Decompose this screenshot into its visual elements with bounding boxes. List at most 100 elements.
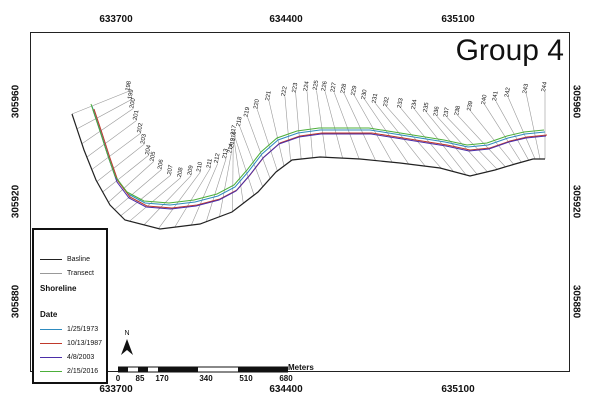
legend-label: 1/25/1973 — [67, 326, 99, 333]
x-tick-top: 633700 — [99, 14, 133, 25]
transect-label: 233 — [397, 97, 405, 109]
transect-line — [414, 109, 467, 176]
transect-line — [495, 101, 529, 161]
transect-label: 224 — [303, 80, 311, 92]
transect-line — [91, 132, 141, 170]
transect-label: 210 — [196, 161, 204, 173]
transect-label: 208 — [177, 166, 185, 178]
x-tick-bottom: 633700 — [99, 384, 133, 395]
transect-label: 244 — [541, 81, 549, 93]
transect-line — [81, 108, 134, 144]
transect-label: 227 — [330, 81, 338, 93]
transect-label: 238 — [454, 105, 462, 117]
shoreline-1 — [91, 105, 546, 206]
x-tick-bottom: 634400 — [269, 384, 303, 395]
x-tick-top: 635100 — [441, 14, 475, 25]
transect-line — [324, 91, 343, 159]
legend-label: 10/13/1987 — [67, 340, 103, 347]
transect-label: 241 — [492, 90, 500, 102]
transect-line — [205, 158, 227, 222]
transect-line — [219, 153, 232, 217]
transect-label: 207 — [167, 164, 175, 176]
transect-line — [470, 110, 514, 165]
transect-label: 204 — [145, 144, 153, 156]
date-swatch — [40, 343, 62, 344]
legend-item-date: 10/13/1987 — [40, 340, 102, 347]
transect-label: 242 — [504, 86, 512, 98]
transect-label: 205 — [150, 150, 158, 162]
transect-label: 211 — [206, 158, 214, 169]
north-arrow: N — [119, 330, 135, 359]
transect-line — [129, 177, 182, 222]
legend-label: 2/15/2016 — [67, 368, 99, 375]
transect-label: 225 — [313, 79, 321, 91]
legend-shoreline-heading: Shoreline — [40, 284, 77, 293]
transect-label: 198 — [125, 80, 133, 92]
transect-label: 202 — [137, 122, 145, 134]
transect-line — [484, 104, 522, 163]
date-swatch — [40, 329, 62, 330]
transect-line — [76, 99, 132, 130]
transect-label: 214 — [227, 142, 235, 154]
legend-item-date: 4/8/2003 — [40, 354, 94, 361]
shoreline-2 — [93, 108, 548, 209]
transect-swatch — [40, 273, 62, 274]
transect-line — [247, 117, 271, 179]
map-title: Group 4 — [455, 34, 564, 67]
transect-label: 243 — [522, 83, 530, 95]
transect-line — [102, 154, 150, 193]
scale-label: 85 — [135, 374, 145, 383]
legend-label: Transect — [67, 270, 94, 277]
transect-line — [316, 90, 327, 158]
transect-line — [256, 109, 278, 172]
transect-label: 212 — [214, 152, 222, 164]
transect-label: 228 — [340, 83, 348, 95]
transect-line — [86, 120, 137, 158]
transect-line — [234, 141, 244, 204]
scale-label: 340 — [199, 374, 213, 383]
date-swatch — [40, 371, 62, 372]
transect-label: 231 — [372, 92, 380, 104]
transect-line — [71, 90, 130, 115]
transect-line — [446, 117, 498, 170]
scale-label: 510 — [239, 374, 253, 383]
x-tick-bottom: 635100 — [441, 384, 475, 395]
transect-label: 223 — [292, 82, 300, 94]
transect-label: 201 — [133, 109, 141, 121]
transect-label: 232 — [383, 96, 391, 108]
transect-line — [333, 92, 360, 160]
transect-line — [268, 100, 285, 167]
scale-bar: 0 85 170 340 510 680 — [115, 362, 293, 383]
legend-label: 4/8/2003 — [67, 354, 95, 361]
legend-item-date: 2/15/2016 — [40, 368, 98, 375]
transect-label: 213 — [222, 148, 230, 160]
transect-label: 219 — [244, 106, 252, 118]
transect-line — [306, 91, 313, 158]
transect-label: 215 — [229, 137, 237, 149]
north-arrow-icon — [121, 339, 133, 355]
transect-line — [158, 171, 201, 229]
transect-label: 203 — [140, 133, 148, 145]
legend-item-date: 1/25/1973 — [40, 326, 98, 333]
legend: Basline Transect Shoreline Date 1/25/197… — [32, 228, 108, 384]
scale-unit: Meters — [288, 363, 314, 372]
legend-item-basline: Basline — [40, 256, 90, 263]
transect-line — [143, 175, 192, 226]
transect-label: 229 — [351, 85, 359, 97]
map-frame — [30, 32, 570, 372]
transect-label: 209 — [187, 164, 195, 176]
transect-line — [96, 143, 145, 182]
date-swatch — [40, 357, 62, 358]
scale-label: 170 — [155, 374, 169, 383]
scale-label: 0 — [115, 374, 121, 383]
transect-label: 235 — [423, 101, 431, 113]
legend-date-heading: Date — [40, 310, 58, 319]
shoreline-3 — [92, 109, 547, 210]
transect-line — [364, 99, 409, 165]
transect-label: 234 — [411, 98, 419, 110]
legend-label: Basline — [67, 256, 90, 263]
transect-line — [284, 96, 291, 162]
transect-line — [507, 97, 536, 160]
